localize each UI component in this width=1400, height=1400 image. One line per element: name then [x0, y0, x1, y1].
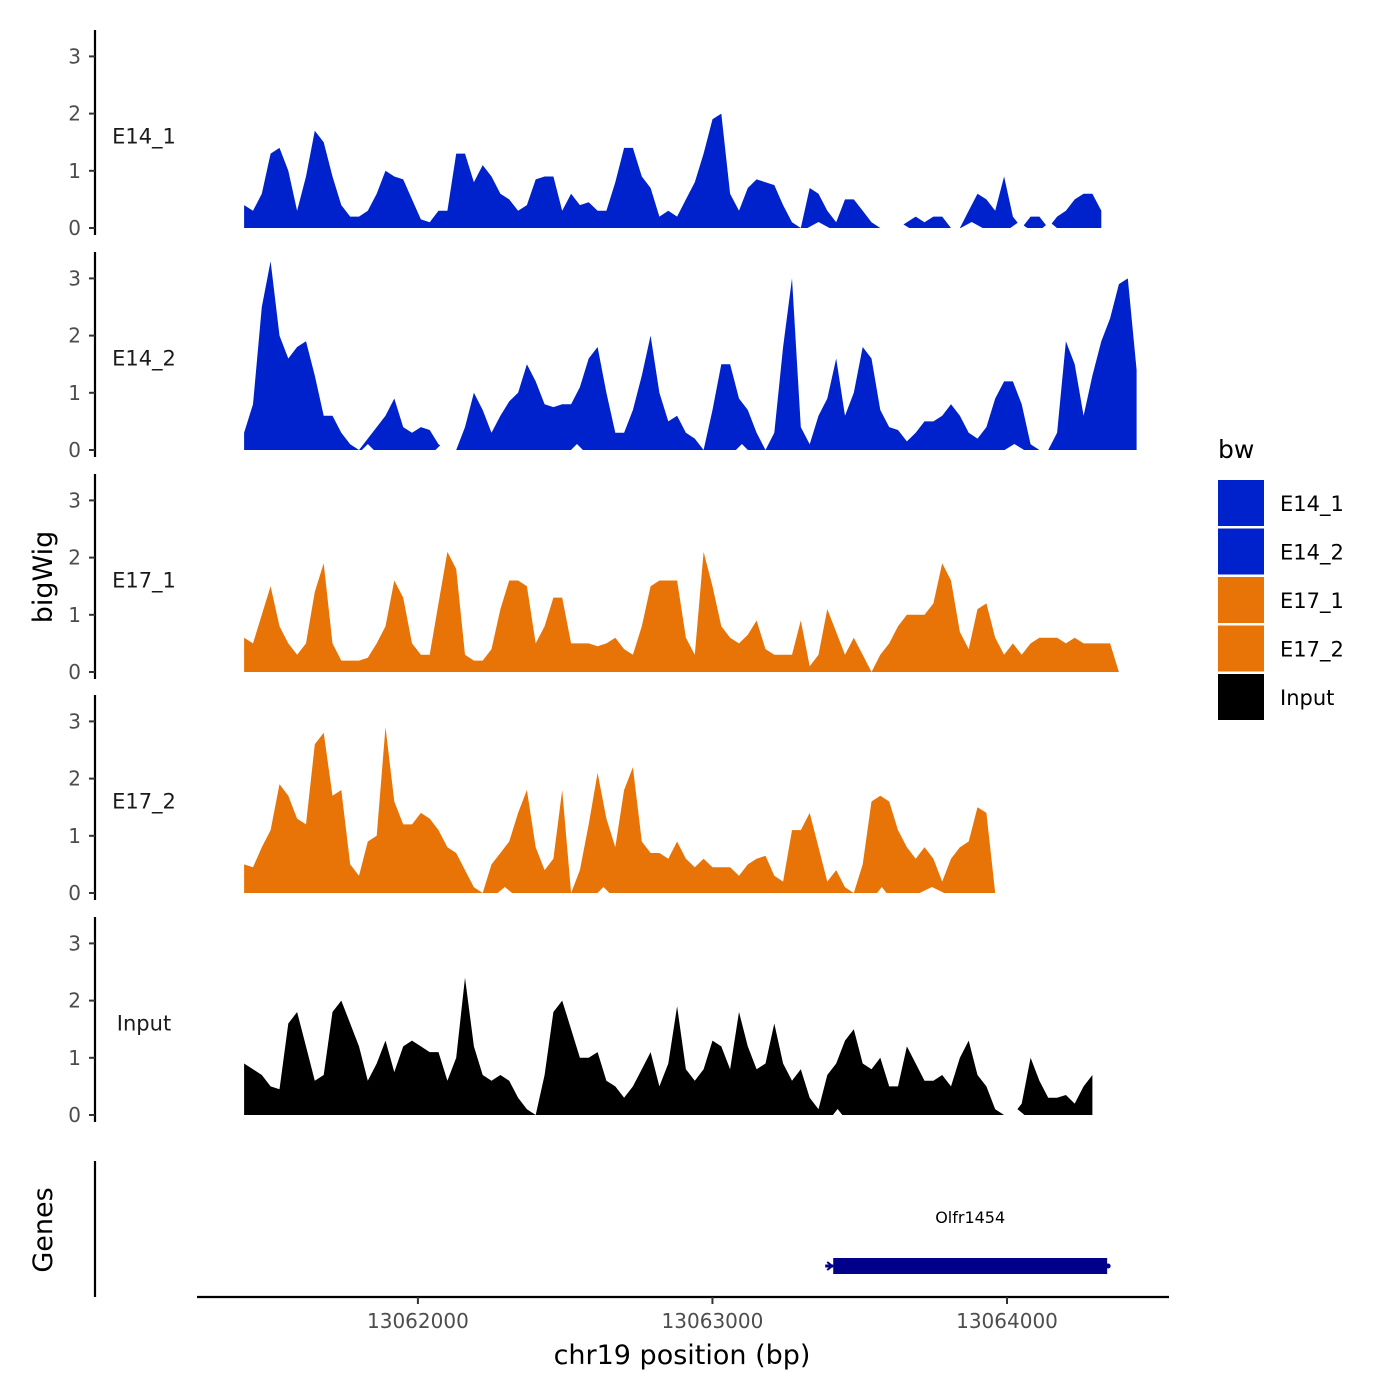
y-tick-label: 1	[68, 1046, 81, 1070]
track-label: Input	[117, 1011, 171, 1035]
track-label: E17_1	[112, 568, 176, 593]
signal-area-e14-1	[244, 113, 1102, 228]
y-tick-label: 2	[68, 102, 81, 126]
legend-label: Input	[1280, 686, 1334, 710]
legend-swatch-e14-1	[1218, 480, 1264, 526]
y-tick-label: 0	[68, 216, 81, 240]
coverage-gap	[888, 222, 911, 229]
track-label: E14_1	[112, 124, 176, 149]
y-tick-label: 0	[68, 660, 81, 684]
legend-swatch-e14-2	[1218, 528, 1264, 575]
y-tick-label: 2	[68, 324, 81, 348]
signal-area-e14-2	[244, 261, 1137, 450]
legend-label: E17_1	[1280, 589, 1344, 614]
genes-axis-title: Genes	[28, 1187, 59, 1272]
coverage-gap	[734, 444, 749, 451]
legend: bw E14_1 E14_2 E17_1 E17_2 Input	[1218, 435, 1344, 720]
track-input: 0 1 2 3 Input	[68, 917, 1093, 1127]
track-label: E14_2	[112, 346, 176, 371]
coverage-gap	[496, 887, 514, 894]
y-axis-title: bigWig	[28, 531, 59, 624]
gene-body	[833, 1258, 1108, 1274]
legend-label: E17_2	[1280, 638, 1344, 663]
signal-area-e17-1	[244, 551, 1119, 672]
coverage-gap	[596, 887, 611, 894]
genes-panel: Olfr1454	[93, 1161, 1111, 1297]
y-tick-label: 0	[68, 438, 81, 462]
legend-label: E14_1	[1280, 492, 1344, 517]
legend-title: bw	[1218, 435, 1254, 464]
y-tick-label: 3	[68, 709, 81, 733]
gene-end-marker	[1105, 1263, 1111, 1269]
coverage-tracks: 0 1 2 3 E14_1 0 1 2 3 E14_2 0 1 2 3 E17_1 0 1 2 3 E17_2 0 1 2 3…	[68, 30, 1137, 1127]
x-tick-label: 13062000	[367, 1309, 469, 1333]
coverage-gap	[876, 887, 888, 894]
y-tick-label: 3	[68, 488, 81, 512]
y-tick-label: 0	[68, 1103, 81, 1127]
coverage-gap	[1041, 222, 1059, 229]
y-tick-label: 3	[68, 44, 81, 68]
x-axis: 13062000 13063000 13064000	[197, 1295, 1169, 1333]
y-tick-label: 2	[68, 546, 81, 570]
track-e17-2: 0 1 2 3 E17_2	[68, 695, 996, 905]
signal-area-e17-2	[244, 727, 996, 893]
coverage-gap	[1008, 222, 1029, 229]
coverage-gap	[434, 444, 449, 451]
coverage-gap	[958, 222, 985, 229]
coverage-gap	[917, 887, 947, 894]
y-tick-label: 2	[68, 989, 81, 1013]
x-tick-label: 13063000	[662, 1309, 764, 1333]
gene-strand-arrow	[826, 1261, 834, 1271]
y-tick-label: 1	[68, 159, 81, 183]
y-tick-label: 2	[68, 767, 81, 791]
coverage-gap	[805, 222, 832, 229]
coverage-gap	[832, 1109, 844, 1116]
track-e14-1: 0 1 2 3 E14_1	[68, 30, 1102, 240]
x-tick-label: 13064000	[956, 1309, 1058, 1333]
track-e17-1: 0 1 2 3 E17_1	[68, 474, 1119, 684]
gene-label: Olfr1454	[935, 1208, 1005, 1227]
track-e14-2: 0 1 2 3 E14_2	[68, 252, 1137, 462]
legend-label: E14_2	[1280, 541, 1344, 566]
legend-swatch-e17-2	[1218, 625, 1264, 672]
coverage-gap	[570, 444, 584, 451]
y-tick-label: 1	[68, 381, 81, 405]
track-label: E17_2	[112, 789, 176, 814]
signal-area-input	[244, 977, 1093, 1115]
y-tick-label: 3	[68, 931, 81, 955]
y-tick-label: 0	[68, 881, 81, 905]
y-tick-label: 1	[68, 603, 81, 627]
y-tick-label: 3	[68, 266, 81, 290]
coverage-gap	[1003, 444, 1026, 451]
x-axis-title: chr19 position (bp)	[554, 1340, 811, 1371]
coverage-gap	[360, 444, 375, 451]
legend-swatch-input	[1218, 674, 1264, 720]
y-tick-label: 1	[68, 824, 81, 848]
legend-swatch-e17-1	[1218, 577, 1264, 623]
coverage-gap	[1008, 1109, 1026, 1116]
